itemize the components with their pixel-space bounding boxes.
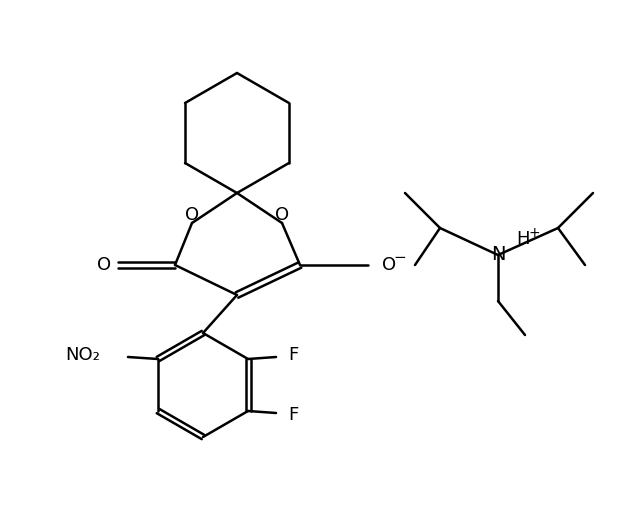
- Text: F: F: [288, 346, 298, 364]
- Text: O: O: [382, 256, 396, 274]
- Text: NO₂: NO₂: [65, 346, 100, 364]
- Text: N: N: [491, 245, 505, 265]
- Text: +: +: [529, 226, 541, 240]
- Text: O: O: [185, 206, 199, 224]
- Text: O: O: [97, 256, 111, 274]
- Text: F: F: [288, 406, 298, 424]
- Text: O: O: [275, 206, 289, 224]
- Text: H: H: [516, 230, 529, 248]
- Text: −: −: [393, 251, 406, 266]
